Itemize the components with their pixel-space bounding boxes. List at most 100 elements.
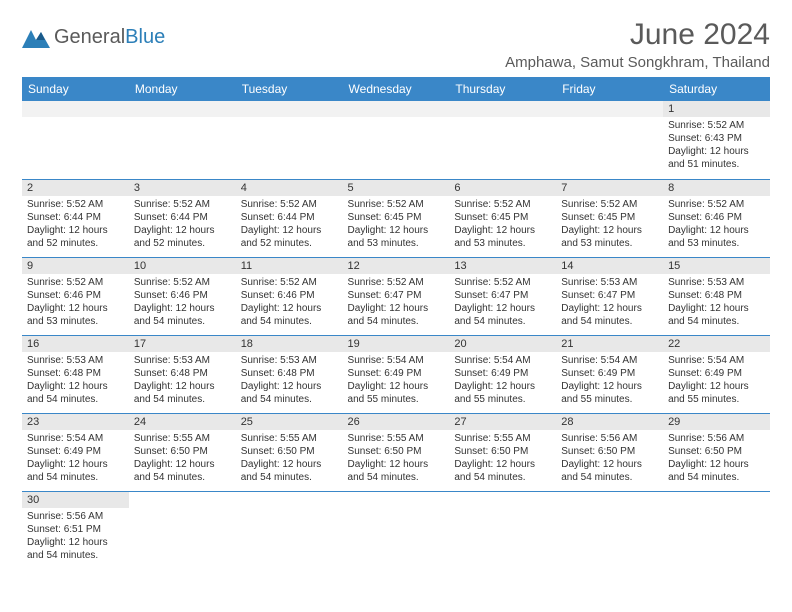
daylight-line: Daylight: 12 hours and 54 minutes. [27,458,124,484]
day-content: Sunrise: 5:55 AMSunset: 6:50 PMDaylight:… [343,430,450,488]
daylight-line: Daylight: 12 hours and 53 minutes. [454,224,551,250]
sunset-line: Sunset: 6:50 PM [454,445,551,458]
day-number-empty [556,101,663,117]
daylight-line: Daylight: 12 hours and 53 minutes. [27,302,124,328]
calendar-day-cell: 14Sunrise: 5:53 AMSunset: 6:47 PMDayligh… [556,257,663,335]
calendar-day-cell: 25Sunrise: 5:55 AMSunset: 6:50 PMDayligh… [236,413,343,491]
daylight-line: Daylight: 12 hours and 54 minutes. [27,536,124,562]
sunset-line: Sunset: 6:44 PM [27,211,124,224]
sunrise-line: Sunrise: 5:53 AM [241,354,338,367]
day-number: 7 [556,180,663,196]
sunset-line: Sunset: 6:49 PM [454,367,551,380]
calendar-day-cell: 2Sunrise: 5:52 AMSunset: 6:44 PMDaylight… [22,179,129,257]
sunset-line: Sunset: 6:49 PM [348,367,445,380]
sunset-line: Sunset: 6:45 PM [561,211,658,224]
sunrise-line: Sunrise: 5:53 AM [134,354,231,367]
calendar-day-cell [236,491,343,569]
sunset-line: Sunset: 6:46 PM [668,211,765,224]
day-number: 3 [129,180,236,196]
daylight-line: Daylight: 12 hours and 53 minutes. [561,224,658,250]
calendar-day-cell: 24Sunrise: 5:55 AMSunset: 6:50 PMDayligh… [129,413,236,491]
calendar-day-cell: 26Sunrise: 5:55 AMSunset: 6:50 PMDayligh… [343,413,450,491]
daylight-line: Daylight: 12 hours and 52 minutes. [134,224,231,250]
sunset-line: Sunset: 6:49 PM [27,445,124,458]
daylight-line: Daylight: 12 hours and 54 minutes. [348,458,445,484]
daylight-line: Daylight: 12 hours and 54 minutes. [241,380,338,406]
daylight-line: Daylight: 12 hours and 54 minutes. [668,302,765,328]
day-number-empty [236,101,343,117]
weekday-header: Friday [556,77,663,101]
daylight-line: Daylight: 12 hours and 54 minutes. [561,458,658,484]
page-title: June 2024 [505,18,770,52]
logo: GeneralBlue [22,26,165,49]
sunrise-line: Sunrise: 5:52 AM [134,276,231,289]
sunrise-line: Sunrise: 5:52 AM [134,198,231,211]
day-number-empty [449,101,556,117]
calendar-head: SundayMondayTuesdayWednesdayThursdayFrid… [22,77,770,101]
daylight-line: Daylight: 12 hours and 55 minutes. [668,380,765,406]
title-block: June 2024 Amphawa, Samut Songkhram, Thai… [505,18,770,71]
day-content: Sunrise: 5:53 AMSunset: 6:47 PMDaylight:… [556,274,663,332]
logo-text-1: General [54,26,125,48]
day-number: 27 [449,414,556,430]
sunrise-line: Sunrise: 5:52 AM [561,198,658,211]
day-content: Sunrise: 5:54 AMSunset: 6:49 PMDaylight:… [449,352,556,410]
daylight-line: Daylight: 12 hours and 54 minutes. [668,458,765,484]
sunrise-line: Sunrise: 5:56 AM [561,432,658,445]
calendar-day-cell: 11Sunrise: 5:52 AMSunset: 6:46 PMDayligh… [236,257,343,335]
weekday-header: Monday [129,77,236,101]
day-content: Sunrise: 5:52 AMSunset: 6:46 PMDaylight:… [663,196,770,254]
sunset-line: Sunset: 6:50 PM [348,445,445,458]
calendar-body: 1Sunrise: 5:52 AMSunset: 6:43 PMDaylight… [22,101,770,569]
day-content: Sunrise: 5:53 AMSunset: 6:48 PMDaylight:… [129,352,236,410]
day-number: 4 [236,180,343,196]
calendar-day-cell [556,491,663,569]
day-content: Sunrise: 5:55 AMSunset: 6:50 PMDaylight:… [129,430,236,488]
day-content: Sunrise: 5:54 AMSunset: 6:49 PMDaylight:… [22,430,129,488]
day-number: 8 [663,180,770,196]
day-number: 20 [449,336,556,352]
header: GeneralBlue June 2024 Amphawa, Samut Son… [22,18,770,71]
sunset-line: Sunset: 6:48 PM [241,367,338,380]
calendar-day-cell [663,491,770,569]
day-number: 30 [22,492,129,508]
calendar-day-cell: 19Sunrise: 5:54 AMSunset: 6:49 PMDayligh… [343,335,450,413]
day-number: 10 [129,258,236,274]
sunset-line: Sunset: 6:44 PM [134,211,231,224]
sunrise-line: Sunrise: 5:52 AM [27,276,124,289]
calendar-day-cell [449,101,556,179]
day-number: 22 [663,336,770,352]
sunrise-line: Sunrise: 5:55 AM [134,432,231,445]
calendar-day-cell: 12Sunrise: 5:52 AMSunset: 6:47 PMDayligh… [343,257,450,335]
sunset-line: Sunset: 6:50 PM [241,445,338,458]
calendar-day-cell: 16Sunrise: 5:53 AMSunset: 6:48 PMDayligh… [22,335,129,413]
day-number: 11 [236,258,343,274]
day-content: Sunrise: 5:52 AMSunset: 6:46 PMDaylight:… [236,274,343,332]
calendar-day-cell [129,101,236,179]
day-content: Sunrise: 5:56 AMSunset: 6:50 PMDaylight:… [556,430,663,488]
calendar-day-cell: 27Sunrise: 5:55 AMSunset: 6:50 PMDayligh… [449,413,556,491]
calendar-day-cell: 3 Sunrise: 5:52 AMSunset: 6:44 PMDaylight… [129,179,236,257]
weekday-header: Wednesday [343,77,450,101]
weekday-header: Saturday [663,77,770,101]
calendar-week-row: 16Sunrise: 5:53 AMSunset: 6:48 PMDayligh… [22,335,770,413]
sunrise-line: Sunrise: 5:53 AM [27,354,124,367]
sunrise-line: Sunrise: 5:54 AM [348,354,445,367]
location: Amphawa, Samut Songkhram, Thailand [505,54,770,71]
daylight-line: Daylight: 12 hours and 55 minutes. [561,380,658,406]
logo-icon [22,28,50,48]
sunset-line: Sunset: 6:51 PM [27,523,124,536]
sunrise-line: Sunrise: 5:55 AM [348,432,445,445]
calendar-day-cell: 22Sunrise: 5:54 AMSunset: 6:49 PMDayligh… [663,335,770,413]
calendar-week-row: 9Sunrise: 5:52 AMSunset: 6:46 PMDaylight… [22,257,770,335]
sunrise-line: Sunrise: 5:54 AM [668,354,765,367]
daylight-line: Daylight: 12 hours and 55 minutes. [454,380,551,406]
daylight-line: Daylight: 12 hours and 54 minutes. [134,458,231,484]
daylight-line: Daylight: 12 hours and 54 minutes. [241,458,338,484]
daylight-line: Daylight: 12 hours and 55 minutes. [348,380,445,406]
calendar-day-cell [449,491,556,569]
sunset-line: Sunset: 6:47 PM [561,289,658,302]
calendar-day-cell: 20Sunrise: 5:54 AMSunset: 6:49 PMDayligh… [449,335,556,413]
sunrise-line: Sunrise: 5:56 AM [668,432,765,445]
sunrise-line: Sunrise: 5:53 AM [561,276,658,289]
